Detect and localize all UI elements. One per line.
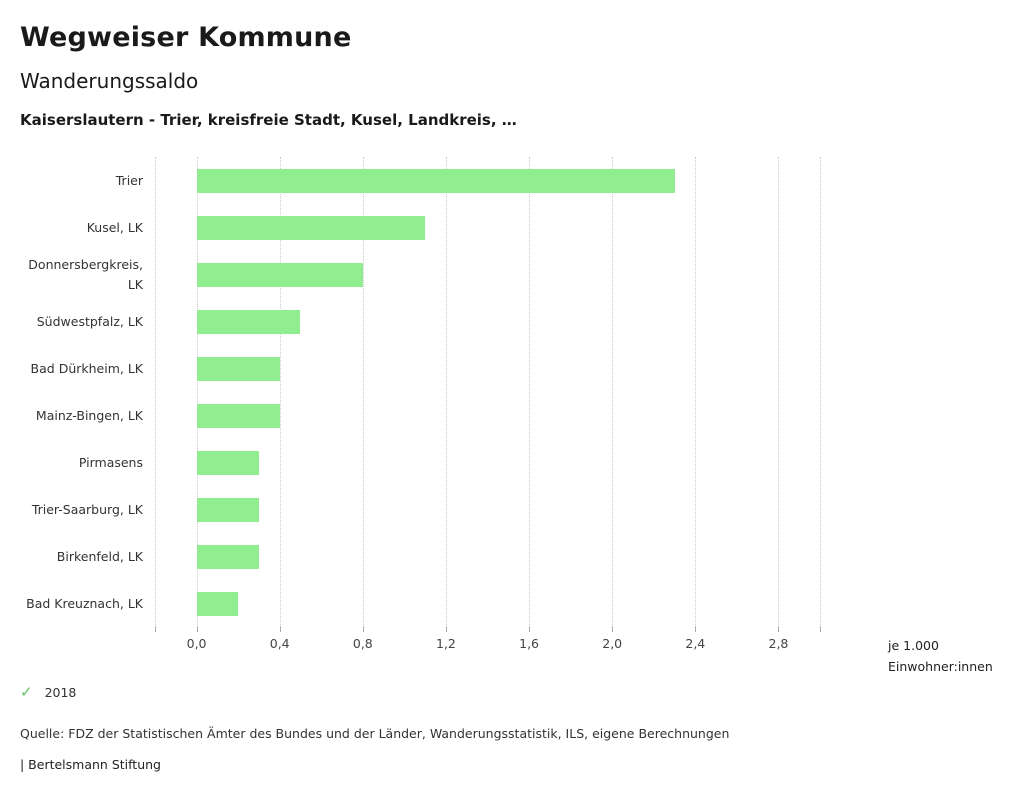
axis-tick [778, 627, 780, 632]
axis-tick [820, 627, 821, 632]
axis-tick-label: 0,0 [186, 636, 207, 651]
category-label: Trier [115, 172, 143, 188]
axis-unit-line1: je 1.000 [888, 638, 939, 653]
bar-track [155, 298, 820, 345]
x-axis: 0,0 0,4 0,8 1,2 1,6 2,0 2,4 2,8 [155, 627, 821, 659]
bar-track [155, 392, 820, 439]
legend-row[interactable]: ✓ 2018 [20, 683, 1004, 701]
axis-tick-label: 0,4 [269, 636, 290, 651]
bar[interactable] [196, 544, 259, 569]
bar[interactable] [196, 309, 301, 334]
chart-subtitle: Wanderungssaldo [20, 69, 199, 93]
axis-tick [196, 627, 198, 632]
legend-year-label: 2018 [44, 685, 77, 700]
chart-row: Trier [20, 157, 820, 204]
chart-row: Pirmasens [20, 439, 820, 486]
chart-row: Bad Dürkheim, LK [20, 345, 820, 392]
bar-track [155, 533, 820, 580]
category-label: Trier-Saarburg, LK [31, 501, 143, 517]
chart-row: Kusel, LK [20, 204, 820, 251]
axis-tick-label: 0,8 [352, 636, 373, 651]
category-label: Donnersbergkreis, LK [28, 256, 143, 292]
axis-unit-label: je 1.000 Einwohner:innen [888, 635, 993, 677]
category-label: Bad Dürkheim, LK [30, 360, 143, 376]
axis-tick [155, 627, 156, 632]
bar-track [155, 345, 820, 392]
brand-label: | Bertelsmann Stiftung [20, 757, 161, 772]
chart-row: Bad Kreuznach, LK [20, 580, 820, 627]
bar[interactable] [196, 450, 259, 475]
axis-tick [362, 627, 364, 632]
category-label: Kusel, LK [86, 219, 143, 235]
chart-row: Donnersbergkreis, LK [20, 251, 820, 298]
axis-tick [445, 627, 447, 632]
axis-tick [279, 627, 281, 632]
axis-tick-label: 1,2 [435, 636, 456, 651]
bar[interactable] [196, 215, 426, 240]
bar-track [155, 439, 820, 486]
category-label: Südwestpfalz, LK [36, 313, 143, 329]
category-label: Pirmasens [78, 454, 143, 470]
chart-row: Mainz-Bingen, LK [20, 392, 820, 439]
bar[interactable] [196, 262, 363, 287]
axis-tick-label: 2,4 [685, 636, 706, 651]
bar-track [155, 580, 820, 627]
bar[interactable] [196, 168, 675, 193]
chart-row: Birkenfeld, LK [20, 533, 820, 580]
category-label: Birkenfeld, LK [56, 548, 143, 564]
wanderungssaldo-bar-chart: Trier Kusel, LK Donnersbergkreis, LK Südwes… [20, 157, 993, 674]
bar[interactable] [196, 403, 280, 428]
axis-tick [529, 627, 531, 632]
category-label: Bad Kreuznach, LK [26, 595, 143, 611]
axis-tick-label: 2,8 [768, 636, 789, 651]
page-title: Wegweiser Kommune [20, 22, 352, 53]
axis-tick [695, 627, 697, 632]
chart-row: Trier-Saarburg, LK [20, 486, 820, 533]
category-label: Mainz-Bingen, LK [35, 407, 143, 423]
gridline [820, 157, 821, 627]
bar-track [155, 251, 820, 298]
source-note: Quelle: FDZ der Statistischen Ämter des … [20, 726, 730, 741]
bar-track [155, 157, 820, 204]
chart-row: Südwestpfalz, LK [20, 298, 820, 345]
check-icon[interactable]: ✓ [20, 683, 33, 701]
axis-unit-line2: Einwohner:innen [888, 659, 993, 674]
axis-tick [612, 627, 614, 632]
axis-tick-label: 2,0 [602, 636, 623, 651]
axis-tick-label: 1,6 [519, 636, 540, 651]
bar[interactable] [196, 591, 239, 616]
bar[interactable] [196, 497, 259, 522]
region-filter-label: Kaiserslautern - Trier, kreisfreie Stadt… [20, 111, 517, 129]
bar-track [155, 204, 820, 251]
bar[interactable] [196, 356, 280, 381]
chart-rows: Trier Kusel, LK Donnersbergkreis, LK Südwes… [20, 157, 820, 627]
bar-track [155, 486, 820, 533]
